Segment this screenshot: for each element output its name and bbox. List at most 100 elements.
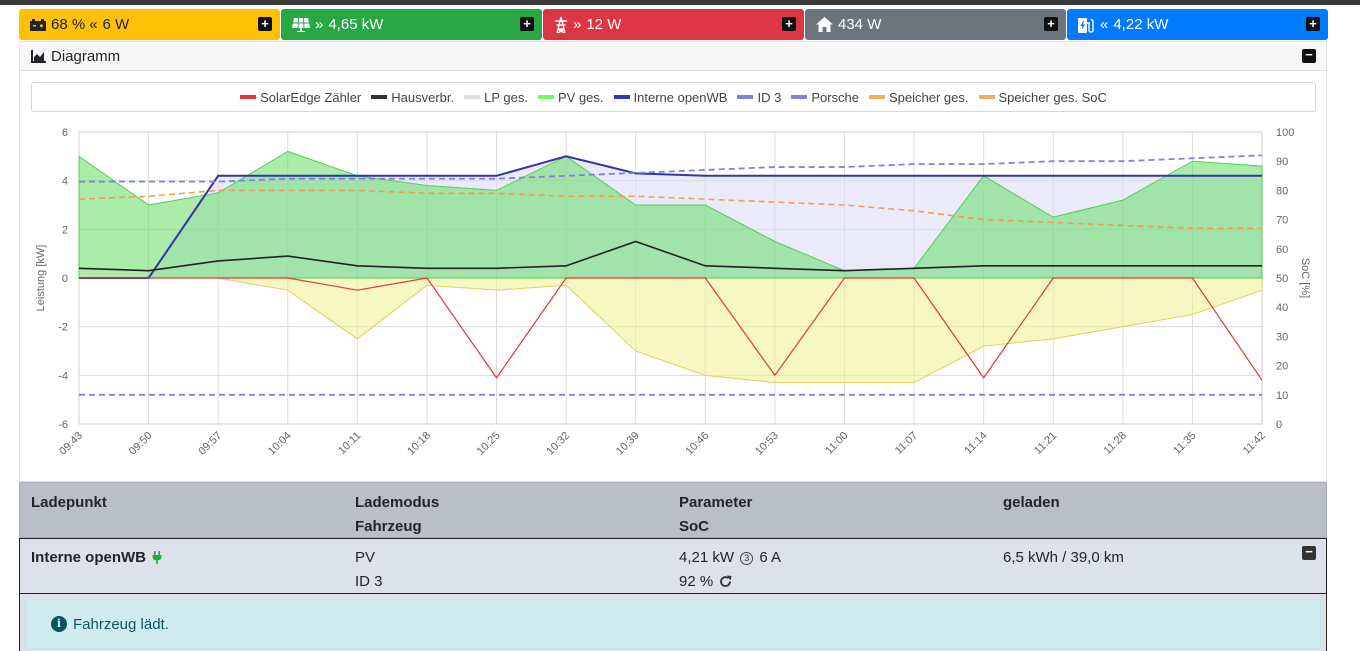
vehicle-name[interactable]: ID 3 — [355, 573, 383, 590]
chargepoint-table: Ladepunkt Lademodus Fahrzeug Parameter SoC… — [19, 482, 1327, 651]
expand-grid-button[interactable]: + — [782, 17, 796, 31]
header-parameter: Parameter — [679, 494, 753, 511]
y2-tick-label: 0 — [1276, 419, 1282, 431]
y-axis-label: Leistung [kW] — [35, 245, 47, 312]
double-right-arrow-icon: » — [573, 16, 582, 33]
y2-tick-label: 50 — [1276, 273, 1288, 285]
legend-swatch — [240, 95, 257, 99]
header-lademodus: Lademodus — [355, 494, 440, 511]
vehicle-soc: 92 % — [679, 573, 714, 590]
legend-label: PV ges. — [557, 89, 604, 105]
legend-item[interactable]: Speicher ges. — [869, 90, 969, 105]
expand-chargepoint-button[interactable]: + — [1306, 17, 1320, 31]
double-left-arrow-icon: « — [1100, 16, 1109, 33]
charging-station-icon — [1078, 17, 1095, 33]
phases-badge: 3 — [740, 552, 754, 565]
legend-item[interactable]: Porsche — [791, 90, 859, 105]
y-tick-label: 2 — [62, 224, 68, 236]
y2-tick-label: 90 — [1276, 156, 1288, 168]
header-ladepunkt: Ladepunkt — [31, 494, 107, 511]
grid-tile[interactable]: » 12 W + — [543, 9, 804, 40]
y-tick-label: 0 — [62, 273, 68, 285]
pv-tile[interactable]: » 4,65 kW + — [281, 9, 542, 40]
collapse-diagram-button[interactable]: − — [1302, 48, 1316, 63]
chargepoint-line — [79, 155, 1262, 279]
charge-mode[interactable]: PV — [355, 549, 376, 566]
double-left-arrow-icon: « — [89, 16, 98, 33]
battery-soc: 68 % — [51, 16, 86, 33]
x-tick-label: 10:32 — [544, 430, 572, 458]
legend-item[interactable]: Speicher ges. SoC — [978, 89, 1107, 105]
legend-item[interactable]: LP ges. — [464, 90, 528, 105]
expand-battery-button[interactable]: + — [258, 17, 272, 31]
legend-item[interactable]: ID 3 — [737, 90, 781, 105]
y2-tick-label: 80 — [1276, 185, 1288, 197]
y2-tick-label: 40 — [1276, 302, 1288, 314]
x-tick-label: 10:25 — [475, 430, 503, 458]
car-battery-icon — [30, 18, 46, 32]
summary-tiles: 68 % « 6 W + » 4,65 kW + » 12 W + 434 W … — [19, 9, 1328, 40]
x-tick-label: 10:39 — [614, 430, 642, 458]
x-tick-label: 11:14 — [962, 430, 989, 457]
house-power: 434 W — [838, 16, 882, 33]
pv-power: 4,65 kW — [328, 16, 384, 33]
legend-item[interactable]: SolarEdge Zähler — [240, 90, 361, 105]
x-tick-label: 11:42 — [1241, 430, 1268, 457]
legend-item[interactable]: PV ges. — [537, 89, 604, 105]
legend-label: Speicher ges. — [889, 89, 969, 105]
legend-swatch — [737, 95, 754, 99]
legend-label: Speicher ges. SoC — [998, 89, 1107, 105]
charge-current: 6 A — [759, 549, 782, 566]
legend-label: LP ges. — [484, 89, 528, 105]
y-tick-label: -6 — [58, 419, 68, 431]
x-tick-label: 11:00 — [823, 430, 850, 457]
chart-legend: SolarEdge Zähler Hausverbr. LP ges. PV ges.… — [31, 82, 1316, 112]
expand-house-button[interactable]: + — [1044, 17, 1058, 31]
refresh-soc-icon[interactable] — [719, 572, 732, 596]
power-tower-icon — [554, 16, 568, 33]
table-header: Ladepunkt Lademodus Fahrzeug Parameter SoC… — [19, 482, 1327, 538]
x-tick-label: 09:57 — [196, 430, 224, 458]
alert-text: Fahrzeug lädt. — [73, 615, 169, 633]
table-row[interactable]: Interne openWB PV ID 3 4,21 kW 3 6 A 92 … — [19, 538, 1327, 594]
x-tick-label: 10:04 — [266, 430, 294, 458]
y2-tick-label: 20 — [1276, 361, 1288, 373]
house-tile[interactable]: 434 W + — [805, 9, 1066, 40]
x-tick-label: 10:18 — [405, 430, 433, 458]
x-tick-label: 11:35 — [1171, 430, 1198, 457]
storage-area — [79, 277, 1263, 384]
charging-alert: i Fahrzeug lädt. — [25, 599, 1321, 649]
info-icon: i — [51, 616, 67, 632]
chargepoint-tile[interactable]: « 4,22 kW + — [1067, 9, 1328, 40]
y-tick-label: 6 — [62, 127, 68, 139]
header-geladen: geladen — [1003, 494, 1060, 511]
x-tick-label: 10:53 — [753, 430, 781, 458]
battery-tile[interactable]: 68 % « 6 W + — [19, 9, 280, 40]
chargepoint-name: Interne openWB — [31, 549, 146, 566]
x-tick-label: 09:50 — [127, 430, 155, 458]
battery-power: 6 W — [102, 16, 130, 33]
x-tick-label: 11:21 — [1032, 430, 1059, 457]
id3-soc-line — [79, 154, 1263, 183]
collapse-row-button[interactable]: − — [1302, 545, 1316, 560]
legend-label: Porsche — [811, 89, 860, 105]
x-tick-label: 11:28 — [1102, 430, 1129, 457]
pv-area — [78, 150, 1263, 279]
legend-swatch — [978, 95, 995, 99]
diagram-header[interactable]: Diagramm − — [20, 42, 1326, 71]
top-bar — [0, 0, 1360, 5]
storage-soc-line — [78, 189, 1262, 230]
legend-item[interactable]: Interne openWB — [613, 90, 727, 105]
legend-item[interactable]: Hausverbr. — [371, 90, 454, 105]
chargepoint-power: 4,22 kW — [1113, 16, 1169, 33]
legend-swatch — [464, 95, 481, 99]
alert-area: i Fahrzeug lädt. — [19, 594, 1327, 651]
x-tick-label: 11:07 — [893, 430, 920, 457]
x-tick-label: 09:43 — [57, 430, 85, 458]
expand-pv-button[interactable]: + — [520, 17, 534, 31]
phases-count: 3 — [744, 553, 750, 563]
charged-energy: 6,5 kWh / 39,0 km — [1003, 549, 1124, 566]
y2-tick-label: 10 — [1276, 390, 1288, 402]
grid-meter-line — [79, 277, 1263, 381]
